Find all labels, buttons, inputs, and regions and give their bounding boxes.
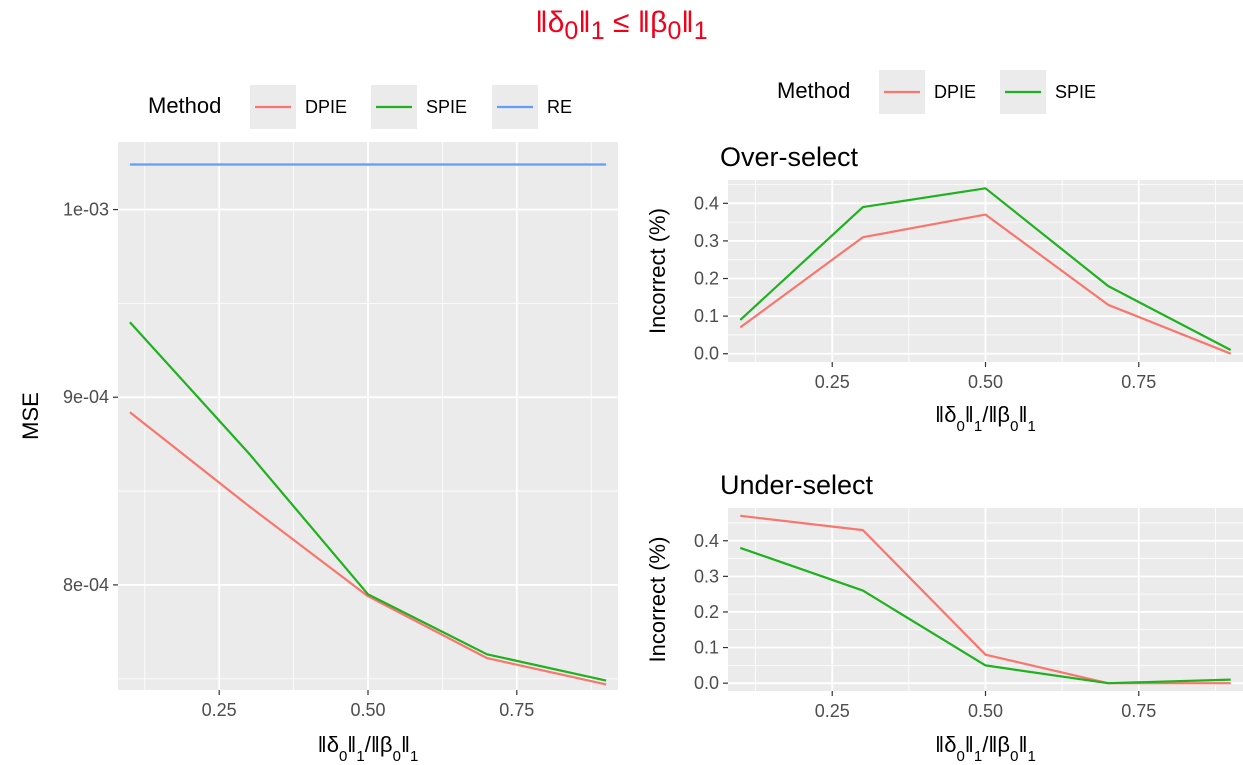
x-tick-label: 0.75	[1121, 372, 1156, 392]
x-tick-label: 0.50	[968, 701, 1003, 721]
legend: Method DPIE SPIE	[777, 70, 1096, 114]
x-axis-label: ‖δ0‖1/‖β0‖1	[318, 732, 419, 765]
legend-label-spie: SPIE	[426, 97, 467, 117]
x-tick-label: 0.25	[202, 700, 237, 720]
panel-title: Over-select	[720, 142, 859, 172]
y-tick-label: 0.0	[694, 673, 719, 693]
y-tick-label: 8e-04	[63, 575, 109, 595]
legend-title: Method	[148, 93, 221, 118]
x-tick-label: 0.75	[1121, 701, 1156, 721]
legend: Method DPIE SPIE RE	[148, 85, 572, 129]
y-tick-label: 0.3	[694, 231, 719, 251]
panel-over: 0.25 0.50 0.75 0.0 0.1 0.2 0.3 0.4 ‖δ0‖1/‖β0‖1 In…	[645, 70, 1243, 435]
legend-title: Method	[777, 78, 850, 103]
x-axis-label: ‖δ0‖1/‖β0‖1	[935, 402, 1036, 435]
series-line-dpie	[740, 514, 1231, 685]
legend-label-spie: SPIE	[1055, 82, 1096, 102]
y-axis-label: Incorrect (%)	[645, 208, 670, 334]
series-line-dpie	[739, 213, 1232, 355]
x-tick-label: 0.50	[968, 372, 1003, 392]
y-tick-label: 0.1	[694, 638, 719, 658]
series-line-spie	[739, 187, 1232, 351]
y-tick-label: 0.3	[694, 566, 719, 586]
legend-label-dpie: DPIE	[934, 82, 976, 102]
series-line-dpie	[129, 411, 607, 686]
y-tick-label: 0.4	[694, 193, 719, 213]
x-axis-label: ‖δ0‖1/‖β0‖1	[935, 732, 1036, 765]
panel-under: 0.25 0.50 0.75 0.0 0.1 0.2 0.3 0.4 ‖δ0‖1/‖β0‖1 In…	[645, 470, 1243, 765]
x-tick-label: 0.50	[350, 700, 385, 720]
y-tick-label: 0.1	[694, 306, 719, 326]
series-line-spie	[129, 321, 607, 682]
y-tick-label: 9e-04	[63, 387, 109, 407]
x-tick-label: 0.25	[815, 701, 850, 721]
y-tick-label: 0.2	[694, 269, 719, 289]
panel-mse: 0.25 0.50 0.75 8e-04 9e-04 1e-03 ‖δ0‖1/‖β0‖1 MS…	[18, 85, 618, 765]
x-tick-label: 0.25	[815, 372, 850, 392]
figure-title: ‖δ0‖1 ≤ ‖β0‖1	[535, 6, 708, 45]
y-tick-label: 0.0	[694, 344, 719, 364]
legend-label-re: RE	[547, 97, 572, 117]
y-axis-label: MSE	[18, 392, 43, 440]
panel-title: Under-select	[720, 470, 874, 500]
y-tick-label: 0.4	[694, 531, 719, 551]
y-axis-label: Incorrect (%)	[645, 537, 670, 663]
y-tick-label: 1e-03	[63, 200, 109, 220]
y-tick-label: 0.2	[694, 602, 719, 622]
x-tick-label: 0.75	[499, 700, 534, 720]
series-line-spie	[739, 546, 1231, 685]
legend-label-dpie: DPIE	[305, 97, 347, 117]
